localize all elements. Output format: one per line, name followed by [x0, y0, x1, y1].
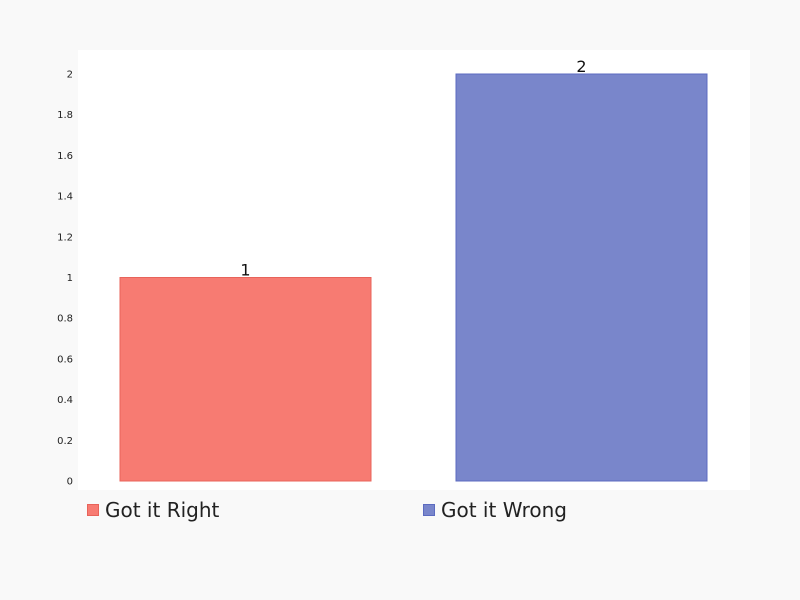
- y-tick-label: 0.6: [57, 354, 73, 365]
- bar-got-it-wrong[interactable]: [455, 73, 708, 482]
- y-tick-label: 1.2: [57, 232, 73, 243]
- bars: [119, 73, 708, 482]
- y-tick-label: 0.8: [57, 314, 73, 325]
- y-axis-ticks: 0 0.2 0.4 0.6 0.8 1 1.2 1.4 1.6 1.8 2: [57, 70, 73, 488]
- data-label: 1: [240, 261, 250, 280]
- legend-label: Got it Wrong: [441, 498, 567, 522]
- y-tick-label: 1.6: [57, 151, 73, 162]
- y-tick-label: 1.8: [57, 110, 73, 121]
- legend: Got it Right Got it Wrong: [0, 497, 800, 523]
- bar-got-it-right[interactable]: [119, 277, 372, 482]
- y-tick-label: 0.2: [57, 436, 73, 447]
- legend-swatch-got-it-wrong: [423, 504, 435, 516]
- legend-swatch-got-it-right: [87, 504, 99, 516]
- y-tick-label: 0: [67, 477, 73, 488]
- data-label: 2: [576, 57, 586, 76]
- data-labels: 12: [240, 57, 586, 280]
- y-tick-label: 0.4: [57, 395, 73, 406]
- y-tick-label: 2: [67, 70, 73, 81]
- y-tick-label: 1: [67, 273, 73, 284]
- y-tick-label: 1.4: [57, 192, 73, 203]
- legend-item-got-it-right[interactable]: Got it Right: [87, 497, 219, 523]
- legend-label: Got it Right: [105, 498, 220, 522]
- legend-item-got-it-wrong[interactable]: Got it Wrong: [423, 497, 567, 523]
